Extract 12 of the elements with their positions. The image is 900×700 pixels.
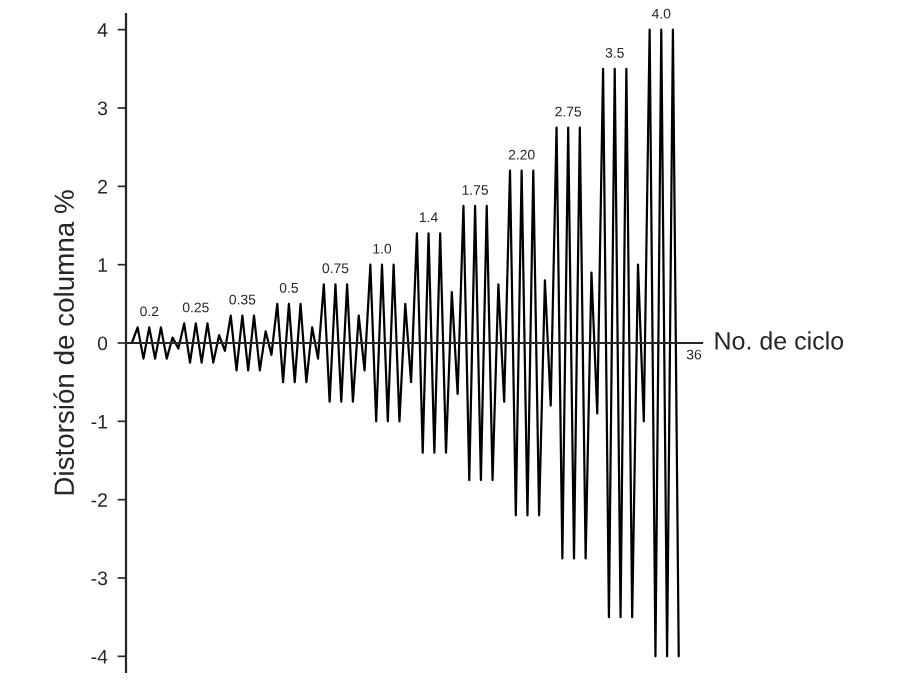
y-tick-label: 4	[97, 23, 108, 37]
line-series	[130, 28, 680, 658]
y-tick-label: 1	[98, 258, 107, 272]
x-axis-title: No. de ciclo	[715, 331, 844, 350]
y-tick-label: -1	[91, 415, 107, 429]
y-tick-label: -3	[91, 571, 108, 586]
y-tick-label: 2	[98, 179, 107, 194]
y-tick-label: 3	[97, 101, 108, 116]
y-axis-title: Distorsión de columna %	[53, 190, 75, 495]
y-tick-label: 0	[97, 336, 108, 351]
y-tick-label: -2	[91, 493, 107, 507]
y-tick-label: -4	[91, 650, 108, 664]
